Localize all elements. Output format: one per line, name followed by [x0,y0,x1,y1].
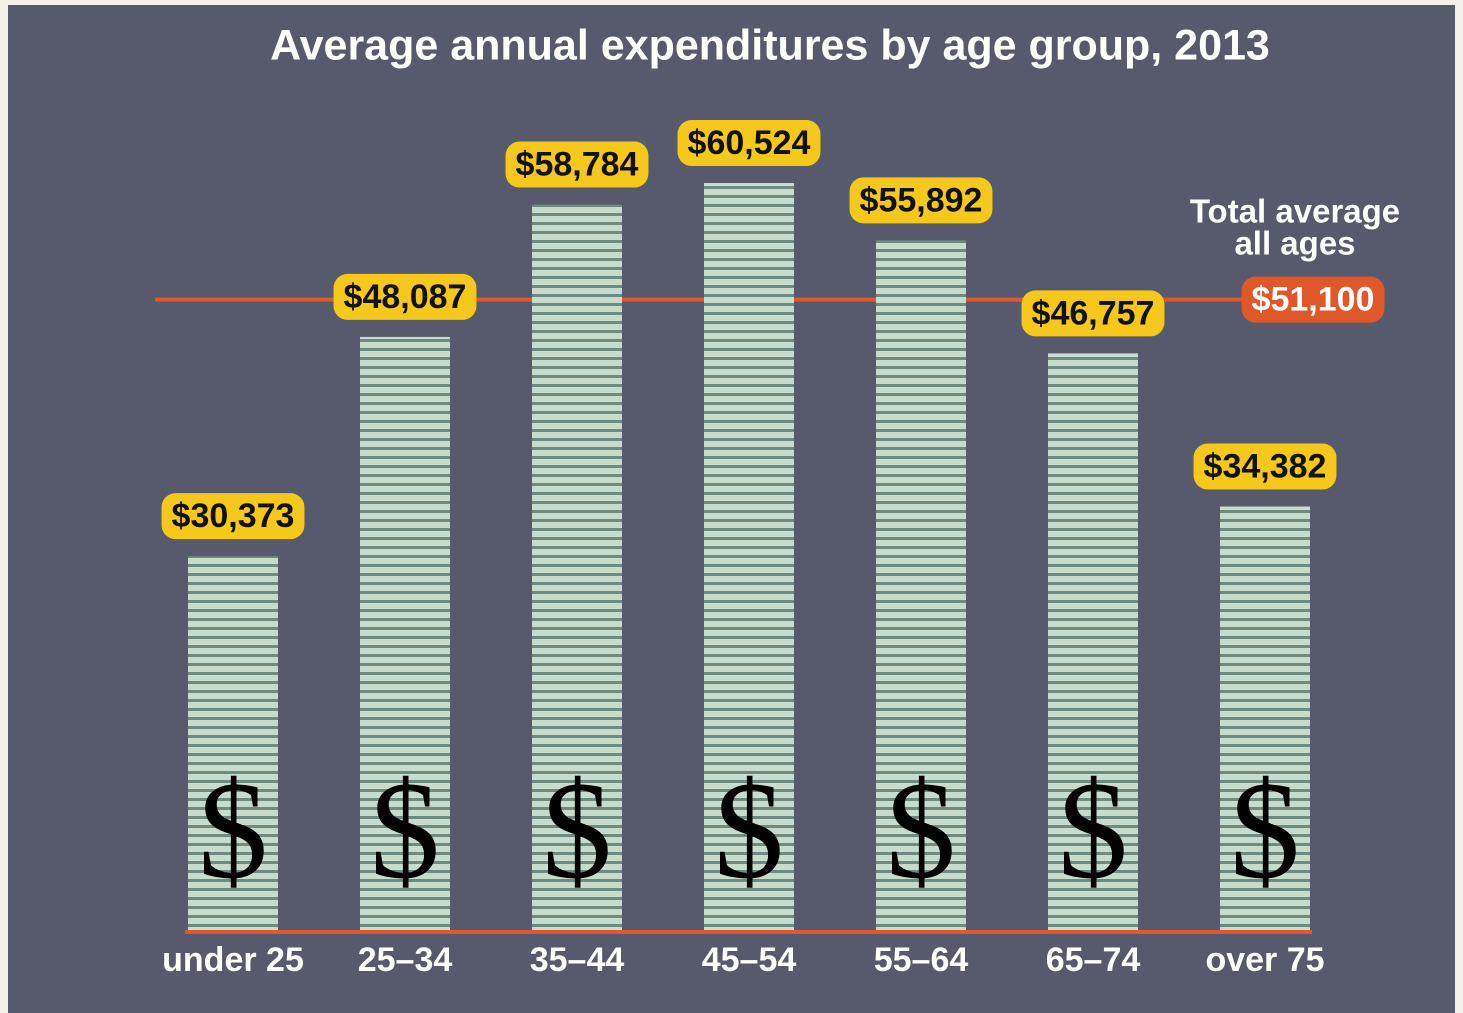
value-label-bg [1193,443,1337,490]
value-label-bg [677,120,821,167]
bar-symbol: $ [1058,753,1128,908]
bar [1220,506,1310,932]
value-label-bg [1021,290,1165,337]
bar [188,556,278,932]
bar-symbol: $ [370,753,440,908]
bar-symbol: $ [1230,753,1300,908]
value-label-bg [849,177,993,224]
bar-symbol: $ [198,753,268,908]
bar-symbol: $ [886,753,956,908]
x-tick-label: 25–34 [358,941,453,979]
x-tick-label: 35–44 [530,941,625,979]
value-label: $48,087 [344,278,467,316]
bar [360,336,450,933]
value-label-bg [505,141,649,188]
bar [532,204,622,933]
value-label: $30,373 [172,497,295,535]
x-tick-label: over 75 [1205,941,1324,979]
reference-annotation: all ages [1234,225,1355,262]
reference-annotation: Total average [1190,193,1400,230]
value-label: $34,382 [1204,448,1327,486]
value-label: $46,757 [1032,294,1155,332]
value-label-bg [333,273,477,320]
value-label-bg [161,493,305,540]
bar-symbol: $ [542,753,612,908]
value-label: $60,524 [688,124,811,162]
value-label: $58,784 [516,146,639,184]
value-label: $55,892 [860,181,983,219]
bar [704,183,794,932]
x-tick-label: under 25 [162,941,304,979]
reference-label: $51,100 [1252,281,1375,319]
bar [1048,353,1138,933]
bar-symbol: $ [714,753,784,908]
chart-title: Average annual expenditures by age group… [270,21,1270,69]
x-tick-label: 55–64 [874,941,969,979]
bar [876,240,966,933]
reference-label-bg [1241,276,1385,323]
x-tick-label: 45–54 [702,941,797,979]
x-tick-label: 65–74 [1046,941,1141,979]
